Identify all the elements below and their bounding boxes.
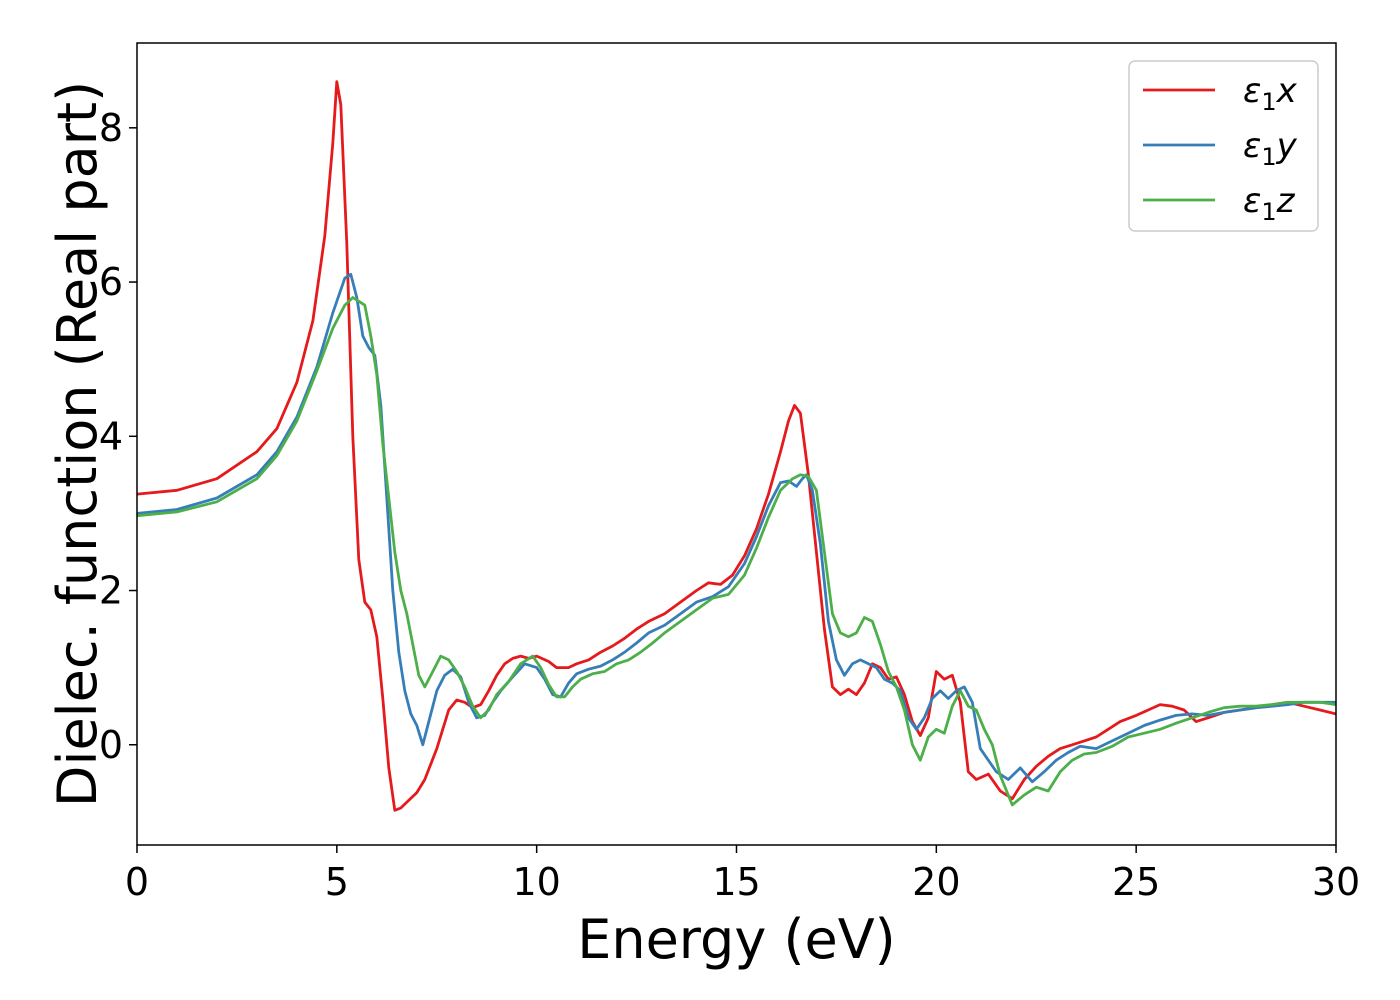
legend: ε1x ε1y ε1z: [1128, 60, 1319, 232]
x-tick-label: 25: [1112, 860, 1160, 904]
x-tick-label: 10: [512, 860, 560, 904]
legend-label-y: ε1y: [1243, 126, 1298, 171]
plot-lines: [137, 80, 1336, 812]
series-line-y: [137, 272, 1336, 784]
y-tick-label: 2: [99, 569, 123, 613]
x-axis: 0 5 10 15 20 25 30: [125, 845, 1360, 904]
y-axis: 0 2 4 6 8: [99, 106, 137, 767]
y-tick-label: 4: [99, 414, 123, 458]
x-tick-label: 20: [912, 860, 960, 904]
legend-label-z: ε1z: [1243, 181, 1296, 226]
y-tick-label: 0: [99, 723, 123, 767]
x-tick-label: 15: [712, 860, 760, 904]
series-line-x: [137, 80, 1336, 812]
y-tick-label: 6: [99, 260, 123, 304]
legend-box: [1128, 60, 1319, 232]
y-axis-title: Dielec. function (Real part): [46, 81, 109, 807]
x-tick-label: 5: [325, 860, 349, 904]
x-axis-title: Energy (eV): [577, 908, 896, 971]
series-line-z: [137, 296, 1336, 807]
y-tick-label: 8: [99, 106, 123, 150]
x-tick-label: 30: [1312, 860, 1360, 904]
x-tick-label: 0: [125, 860, 149, 904]
legend-label-x: ε1x: [1243, 71, 1298, 116]
